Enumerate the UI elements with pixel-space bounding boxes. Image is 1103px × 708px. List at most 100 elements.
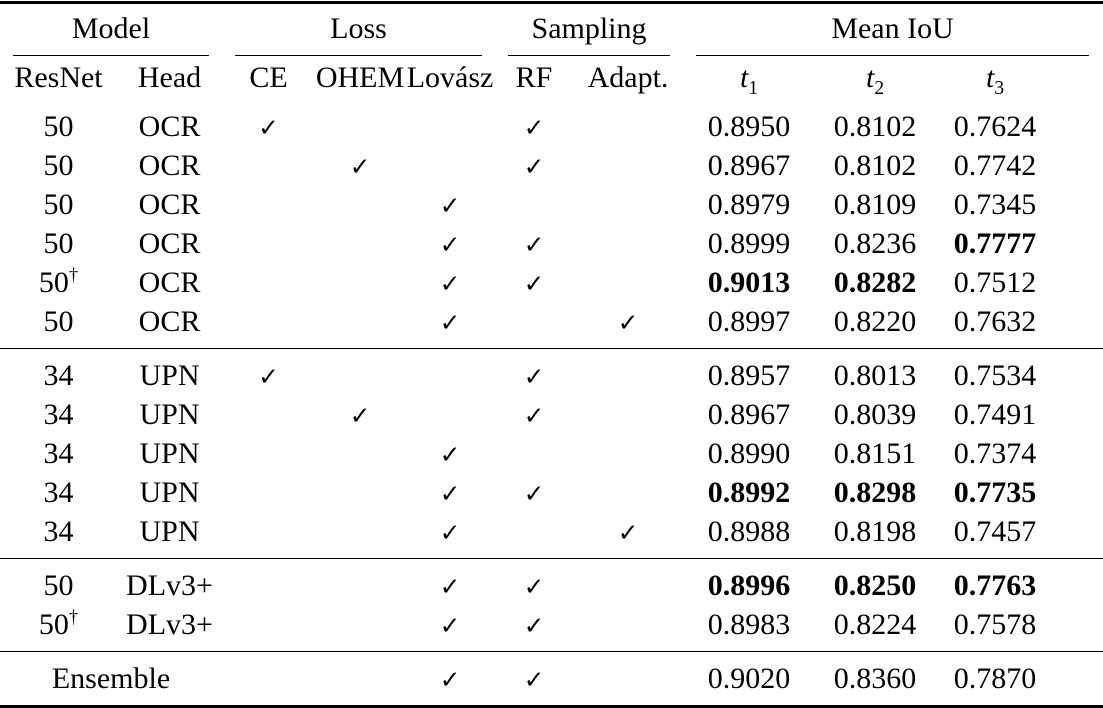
cell-resnet: 50† — [38, 606, 79, 641]
table-row: 50 OCR ✓ ✓ 0.8999 0.8236 0.7777 — [0, 224, 1103, 263]
column-header-row: ResNet Head CE OHEM Lovász RF Adapt. t1 … — [0, 56, 1103, 100]
cell-resnet: 50† — [38, 264, 79, 299]
cell-rf — [495, 512, 573, 559]
cell-t1-value: 0.8990 — [707, 436, 791, 470]
checkmark-icon: ✓ — [439, 268, 461, 298]
cell-t3-value: 0.7457 — [953, 514, 1037, 548]
dagger-mark: † — [68, 264, 79, 286]
checkmark-icon: ✓ — [258, 361, 279, 391]
cell-adapt — [573, 559, 683, 606]
cell-ce — [222, 434, 315, 473]
checkmark-icon: ✓ — [439, 664, 461, 694]
cell-head: DLv3+ — [126, 568, 213, 602]
cell-t2-value: 0.8282 — [833, 265, 917, 299]
table-row: 50 OCR ✓ ✓ 0.8997 0.8220 0.7632 — [0, 302, 1103, 349]
cell-head: DLv3+ — [126, 607, 213, 641]
group-header-sampling: Sampling — [495, 3, 683, 56]
group-header-row: Model Loss Sampling Mean IoU — [0, 3, 1103, 56]
col-header-t2: t2 — [815, 56, 935, 100]
cell-t3-value: 0.7632 — [953, 304, 1037, 338]
checkmark-icon: ✓ — [439, 439, 461, 469]
cell-lovasz — [405, 395, 495, 434]
cell-t2-value: 0.8360 — [833, 661, 917, 695]
cell-t3-value: 0.7491 — [953, 397, 1037, 431]
table-row: 34 UPN ✓ ✓ 0.8992 0.8298 0.7735 — [0, 473, 1103, 512]
cell-t1-value: 0.8999 — [707, 226, 791, 260]
cell-adapt — [573, 263, 683, 302]
table-row: 50 DLv3+ ✓ ✓ 0.8996 0.8250 0.7763 — [0, 559, 1103, 606]
cell-t1-value: 0.8957 — [707, 358, 791, 392]
cell-rf — [495, 434, 573, 473]
checkmark-icon: ✓ — [439, 190, 461, 220]
cell-t1-value: 0.8996 — [707, 568, 791, 602]
checkmark-icon: ✓ — [439, 478, 461, 508]
cell-lovasz: ✓ — [405, 185, 495, 224]
checkmark-icon: ✓ — [523, 361, 545, 391]
cell-resnet: 50 — [43, 187, 74, 221]
cell-ohem — [315, 185, 405, 224]
table-header: Model Loss Sampling Mean IoU ResNet Head… — [0, 3, 1103, 101]
cell-rf — [495, 302, 573, 349]
checkmark-icon: ✓ — [439, 307, 461, 337]
cell-adapt — [573, 652, 683, 707]
cell-head: OCR — [138, 226, 201, 260]
cell-resnet: 34 — [43, 358, 74, 392]
cell-head: OCR — [138, 187, 201, 221]
cell-ohem — [315, 100, 405, 146]
cell-lovasz: ✓ — [405, 605, 495, 652]
checkmark-icon: ✓ — [523, 229, 545, 259]
cell-resnet: 50 — [43, 304, 74, 338]
group-header-model: Model — [0, 3, 222, 56]
col-header-t3: t3 — [935, 56, 1103, 100]
col-header-resnet: ResNet — [14, 61, 103, 94]
cell-lovasz: ✓ — [405, 224, 495, 263]
cell-ohem — [315, 512, 405, 559]
cell-head: UPN — [139, 397, 200, 431]
cell-t2-value: 0.8102 — [833, 148, 917, 182]
cell-lovasz — [405, 146, 495, 185]
cell-t3-value: 0.7374 — [953, 436, 1037, 470]
cell-t2-value: 0.8109 — [833, 187, 917, 221]
cell-ce — [222, 395, 315, 434]
cell-ohem — [315, 434, 405, 473]
cell-t3-value: 0.7870 — [953, 661, 1037, 695]
checkmark-icon: ✓ — [349, 151, 371, 181]
cell-ce — [222, 224, 315, 263]
cell-head: UPN — [139, 358, 200, 392]
checkmark-icon: ✓ — [523, 610, 545, 640]
cell-t1-value: 0.8967 — [707, 397, 791, 431]
cell-ohem — [315, 349, 405, 396]
checkmark-icon: ✓ — [617, 517, 639, 547]
cell-rf: ✓ — [495, 100, 573, 146]
cell-adapt — [573, 473, 683, 512]
cell-t3-value: 0.7624 — [953, 109, 1037, 143]
checkmark-icon: ✓ — [439, 517, 461, 547]
col-header-adapt: Adapt. — [587, 61, 669, 94]
cell-ce — [222, 605, 315, 652]
cell-resnet: 34 — [43, 475, 74, 509]
cell-ohem — [315, 652, 405, 707]
cell-ce: ✓ — [222, 100, 315, 146]
cell-adapt — [573, 100, 683, 146]
cell-t2-value: 0.8039 — [833, 397, 917, 431]
table-row: 34 UPN ✓ ✓ 0.8967 0.8039 0.7491 — [0, 395, 1103, 434]
table-row: 50† OCR ✓ ✓ 0.9013 0.8282 0.7512 — [0, 263, 1103, 302]
cell-head: UPN — [139, 514, 200, 548]
cell-ohem — [315, 605, 405, 652]
cell-rf: ✓ — [495, 224, 573, 263]
checkmark-icon: ✓ — [439, 571, 461, 601]
cell-t3-value: 0.7777 — [953, 226, 1037, 260]
cell-resnet: 34 — [43, 436, 74, 470]
cell-lovasz — [405, 100, 495, 146]
section-resnet50-ocr: 50 OCR ✓ ✓ 0.8950 0.8102 0.7624 50 OCR ✓ ✓ 0.8967 0.… — [0, 100, 1103, 349]
col-header-ce: CE — [249, 61, 288, 94]
cell-rf: ✓ — [495, 146, 573, 185]
checkmark-icon: ✓ — [523, 268, 545, 298]
table-row: 34 UPN ✓ 0.8990 0.8151 0.7374 — [0, 434, 1103, 473]
cell-resnet: 50 — [43, 109, 74, 143]
cell-rf: ✓ — [495, 263, 573, 302]
cell-rf: ✓ — [495, 559, 573, 606]
dagger-mark: † — [68, 606, 79, 628]
cell-lovasz: ✓ — [405, 434, 495, 473]
col-header-t1: t1 — [683, 56, 815, 100]
